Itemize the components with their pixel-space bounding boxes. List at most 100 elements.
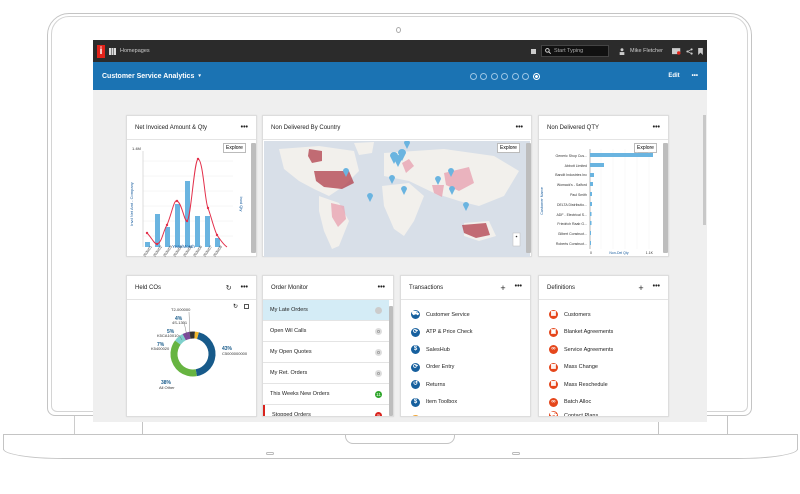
definition-item[interactable]: ∞ Batch Alloc [539, 394, 668, 412]
svg-text:Generic Shop Cus...: Generic Shop Cus... [555, 154, 587, 158]
card-non-delivered-qty: Non Delivered QTY ••• Explore Customer N… [538, 115, 669, 257]
count-badge: 0 [375, 348, 382, 356]
svg-text:C5000000000: C5000000000 [222, 351, 248, 356]
definition-item[interactable]: ∞ Service Agreements [539, 341, 668, 359]
more-button[interactable]: ••• [240, 283, 248, 291]
page-scrollbar[interactable] [702, 110, 707, 230]
more-button[interactable]: ••• [240, 124, 248, 131]
refresh-icon[interactable]: ↻ [233, 304, 239, 310]
svg-text:Non-Del Qty: Non-Del Qty [609, 251, 629, 255]
cart-icon: ⛟ [549, 411, 558, 416]
factory-icon: ▦ [549, 310, 558, 320]
search-icon [545, 48, 551, 54]
card-title: Order Monitor [271, 284, 309, 291]
page-dot-4[interactable] [501, 72, 509, 80]
mail-icon[interactable] [672, 47, 681, 55]
app-logo[interactable]: i [97, 44, 105, 58]
edit-button[interactable]: Edit [668, 73, 680, 79]
transaction-item[interactable]: $ SalesHub [401, 341, 530, 359]
app-grid-icon[interactable] [109, 47, 116, 55]
page-dot-3[interactable] [490, 72, 498, 80]
world-map[interactable] [264, 141, 530, 257]
svg-text:Womack's - Salford: Womack's - Salford [557, 183, 587, 187]
more-button[interactable]: ••• [377, 284, 385, 291]
transaction-item[interactable]: ↺ Returns [411, 380, 446, 390]
menu-icon[interactable] [530, 48, 536, 54]
link-icon: ∞ [549, 397, 558, 407]
bookmark-icon[interactable] [698, 47, 703, 55]
card-header: Non Delivered By Country ••• [263, 116, 531, 140]
svg-text:Invd Net Amt - Company: Invd Net Amt - Company [129, 182, 134, 226]
svg-text:4S-1301: 4S-1301 [172, 320, 188, 325]
scrollbar[interactable] [663, 143, 668, 253]
app-name[interactable]: Homepages [120, 48, 150, 54]
laptop-base [3, 434, 798, 450]
definition-item[interactable]: ⛟ Contact Plans [539, 407, 668, 416]
more-button[interactable]: ••• [514, 282, 522, 290]
count-badge: 0 [375, 327, 382, 335]
user-icon[interactable] [619, 47, 625, 55]
card-header: Definitions + ••• [539, 276, 668, 300]
explore-button[interactable]: Explore [497, 143, 520, 153]
order-monitor-item[interactable]: My Open Quotes 0 [263, 342, 389, 363]
more-button[interactable]: ••• [652, 282, 660, 290]
scrollbar[interactable] [251, 143, 256, 253]
definition-item[interactable]: ▦ Customers [549, 310, 591, 320]
svg-text:2020/01: 2020/01 [143, 245, 154, 257]
definition-item[interactable]: ▦ Mass Change [549, 362, 598, 372]
explore-button[interactable]: Explore [634, 143, 657, 153]
refresh-icon[interactable]: ↻ [225, 284, 232, 292]
add-button[interactable]: + [500, 282, 506, 293]
factory-icon: ▦ [549, 380, 558, 390]
hinge [74, 416, 75, 434]
definition-item[interactable]: ▦ Mass Reschedule [549, 380, 608, 390]
order-monitor-item[interactable]: This Weeks New Orders 11 [263, 384, 389, 405]
transaction-item[interactable]: ⟳ Order Entry [411, 362, 455, 372]
scrollbar[interactable] [389, 306, 393, 416]
order-monitor-item[interactable]: Open Wil Calls 0 [263, 321, 389, 342]
dashboard-title[interactable]: Customer Service Analytics [102, 72, 195, 80]
return-icon: ↺ [411, 380, 420, 390]
more-button[interactable]: ••• [515, 124, 523, 131]
agreement-icon: ▣ [549, 327, 558, 337]
page-dot-1[interactable] [469, 72, 477, 80]
transaction-item[interactable]: ⛟ Customer Service [411, 310, 470, 320]
transaction-item[interactable]: $ Item Toolbox [401, 394, 530, 412]
page-dot-6[interactable] [522, 72, 530, 80]
card-header: Order Monitor ••• [263, 276, 393, 300]
title-caret-icon[interactable]: ▾ [198, 73, 201, 79]
zoom-in-icon[interactable] [515, 235, 518, 238]
svg-text:1.1K: 1.1K [646, 251, 654, 255]
held-cos-donut: 43% C5000000000 38% All Other 7% K540002… [151, 307, 248, 390]
header-more-button[interactable]: ••• [691, 73, 698, 79]
order-monitor-item[interactable]: Stopped Orders 9 [263, 405, 389, 416]
card-header: Transactions + ••• [401, 276, 530, 300]
share-icon[interactable] [686, 47, 693, 55]
refresh-icon: ⟳ [411, 362, 420, 372]
svg-text:Invd Qty: Invd Qty [239, 197, 244, 212]
card-header: Non Delivered QTY ••• [539, 116, 668, 140]
page-dot-2[interactable] [480, 72, 488, 80]
factory-icon: ▦ [549, 362, 558, 372]
add-button[interactable]: + [638, 282, 644, 293]
explore-button[interactable]: Explore [223, 143, 246, 153]
svg-text:2020/06: 2020/06 [193, 245, 204, 257]
transaction-item[interactable]: ⟳Order Toolbox [401, 411, 530, 416]
search-input[interactable]: Start Typing [540, 45, 609, 57]
page-dot-7[interactable] [532, 72, 540, 80]
definition-item[interactable]: ▣ Blanket Agreements [549, 327, 614, 337]
hinge [142, 416, 143, 434]
svg-text:All Other: All Other [159, 385, 175, 390]
calendar-icon[interactable] [244, 304, 249, 309]
page-dots [469, 72, 540, 80]
user-name[interactable]: Mike Fletcher [629, 48, 663, 54]
transaction-item[interactable]: ⟳ ATP & Price Check [411, 327, 473, 337]
page-dot-5[interactable] [511, 72, 519, 80]
svg-text:5%: 5% [167, 329, 175, 335]
more-button[interactable]: ••• [652, 124, 660, 131]
count-badge: 11 [375, 390, 382, 398]
zoom-control[interactable] [512, 232, 521, 247]
order-monitor-item[interactable]: My Late Orders [263, 300, 389, 321]
scrollbar[interactable] [526, 143, 531, 253]
order-monitor-item[interactable]: My Ret. Orders 0 [263, 363, 389, 384]
